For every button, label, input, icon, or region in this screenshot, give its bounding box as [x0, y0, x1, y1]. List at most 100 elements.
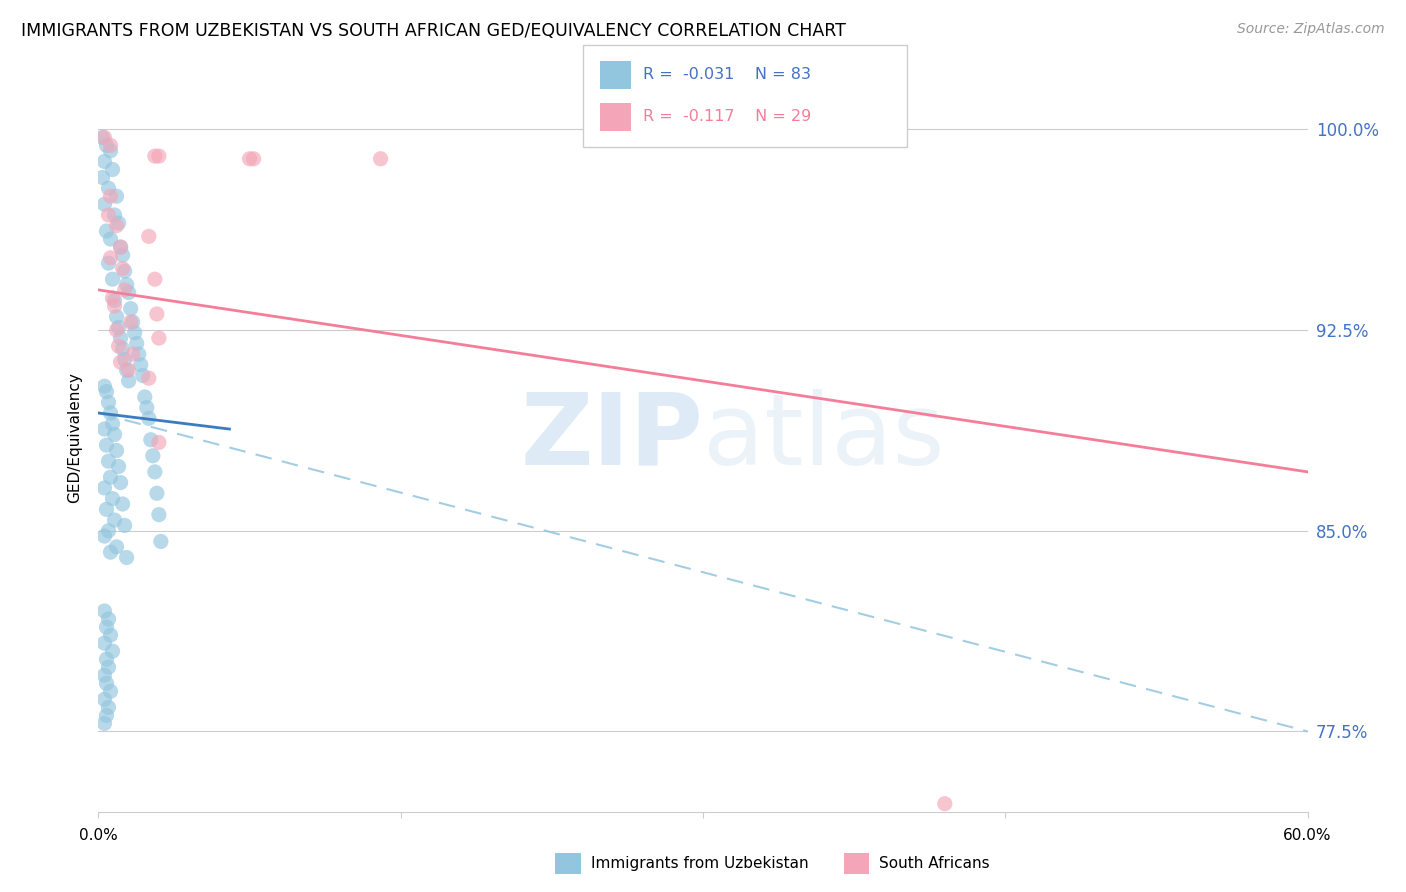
- Point: [239, 152, 262, 166]
- Point: [97, 395, 120, 409]
- Point: [135, 401, 157, 415]
- Point: [96, 620, 118, 634]
- Point: [138, 371, 160, 385]
- Point: [111, 342, 134, 356]
- Point: [93, 130, 115, 145]
- Point: [121, 315, 143, 329]
- Point: [93, 636, 115, 650]
- Point: [97, 454, 120, 468]
- Point: [105, 443, 128, 458]
- Point: [103, 513, 125, 527]
- Text: 60.0%: 60.0%: [1284, 828, 1331, 843]
- Text: R =  -0.117    N = 29: R = -0.117 N = 29: [643, 110, 811, 124]
- Point: [97, 612, 120, 626]
- Point: [110, 240, 132, 254]
- Point: [97, 181, 120, 195]
- Point: [110, 355, 132, 369]
- Point: [143, 149, 166, 163]
- Text: ZIP: ZIP: [520, 389, 703, 485]
- Point: [146, 307, 169, 321]
- Point: [93, 154, 115, 169]
- Point: [105, 323, 128, 337]
- Point: [107, 459, 129, 474]
- Point: [110, 240, 132, 254]
- Point: [93, 481, 115, 495]
- Point: [96, 384, 118, 399]
- Point: [91, 170, 114, 185]
- Point: [103, 299, 125, 313]
- Point: [96, 676, 118, 690]
- Y-axis label: GED/Equivalency: GED/Equivalency: [67, 372, 83, 502]
- Point: [103, 208, 125, 222]
- Point: [100, 138, 122, 153]
- Point: [242, 152, 264, 166]
- Point: [101, 291, 124, 305]
- Point: [132, 368, 155, 383]
- Point: [114, 283, 136, 297]
- Point: [146, 486, 169, 500]
- Point: [114, 352, 136, 367]
- Point: [97, 700, 120, 714]
- Text: atlas: atlas: [703, 389, 945, 485]
- Point: [101, 162, 124, 177]
- Point: [128, 347, 150, 361]
- Point: [148, 508, 170, 522]
- Point: [97, 208, 120, 222]
- Point: [100, 189, 122, 203]
- Point: [110, 331, 132, 345]
- Point: [96, 708, 118, 723]
- Point: [105, 189, 128, 203]
- Point: [118, 363, 141, 377]
- Point: [100, 628, 122, 642]
- Point: [115, 363, 138, 377]
- Point: [103, 427, 125, 442]
- Point: [138, 229, 160, 244]
- Point: [93, 379, 115, 393]
- Point: [148, 435, 170, 450]
- Point: [138, 411, 160, 425]
- Point: [97, 660, 120, 674]
- Point: [107, 339, 129, 353]
- Point: [148, 149, 170, 163]
- Point: [103, 293, 125, 308]
- Point: [148, 331, 170, 345]
- Point: [142, 449, 165, 463]
- Point: [96, 652, 118, 666]
- Point: [97, 256, 120, 270]
- Point: [118, 285, 141, 300]
- Point: [100, 232, 122, 246]
- Point: [101, 272, 124, 286]
- Point: [105, 310, 128, 324]
- Point: [93, 604, 115, 618]
- Point: [129, 358, 152, 372]
- Point: [93, 422, 115, 436]
- Point: [100, 251, 122, 265]
- Point: [96, 502, 118, 516]
- Point: [107, 216, 129, 230]
- Point: [96, 224, 118, 238]
- Point: [91, 130, 114, 145]
- Point: [134, 390, 156, 404]
- Point: [100, 406, 122, 420]
- Text: IMMIGRANTS FROM UZBEKISTAN VS SOUTH AFRICAN GED/EQUIVALENCY CORRELATION CHART: IMMIGRANTS FROM UZBEKISTAN VS SOUTH AFRI…: [21, 22, 846, 40]
- Point: [105, 219, 128, 233]
- Point: [111, 497, 134, 511]
- Point: [934, 797, 956, 811]
- Point: [101, 491, 124, 506]
- Point: [101, 644, 124, 658]
- Point: [139, 433, 162, 447]
- Point: [111, 261, 134, 276]
- Point: [124, 326, 146, 340]
- Text: Source: ZipAtlas.com: Source: ZipAtlas.com: [1237, 22, 1385, 37]
- Point: [101, 417, 124, 431]
- Point: [111, 248, 134, 262]
- Point: [115, 277, 138, 292]
- Point: [107, 320, 129, 334]
- Text: 0.0%: 0.0%: [79, 828, 118, 843]
- Point: [149, 534, 172, 549]
- Point: [120, 301, 142, 316]
- Point: [93, 197, 115, 211]
- Point: [143, 272, 166, 286]
- Point: [100, 545, 122, 559]
- Point: [100, 684, 122, 698]
